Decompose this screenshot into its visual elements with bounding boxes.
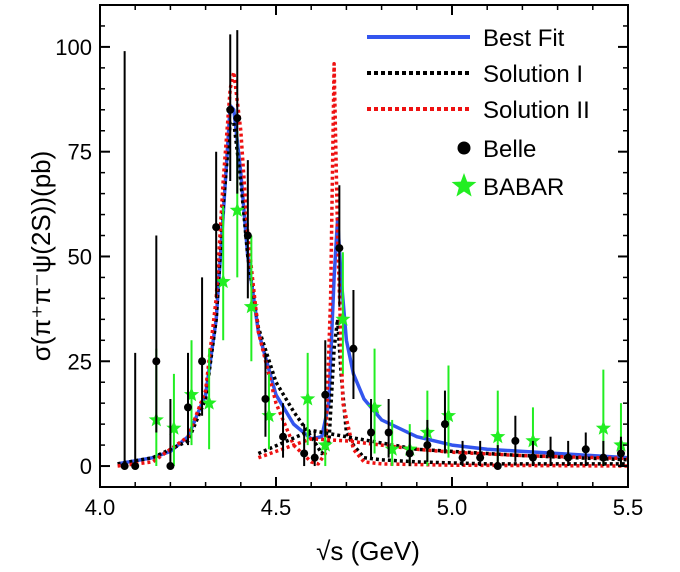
x-tick-label: 4.0 (85, 495, 116, 520)
babar-point-7 (261, 407, 277, 423)
belle-point-0 (120, 462, 129, 471)
belle-point-2 (152, 357, 161, 366)
belle-point-7 (226, 105, 235, 114)
legend-label-belle: Belle (483, 136, 536, 163)
babar-point-16 (490, 428, 506, 444)
legend-label-best-fit: Best Fit (483, 25, 565, 52)
babar-point-8 (300, 391, 316, 406)
belle-point-29 (581, 445, 590, 454)
belle-point-30 (599, 453, 608, 462)
belle-point-13 (310, 453, 319, 462)
babar-point-6 (243, 298, 259, 314)
y-tick-label: 0 (80, 454, 92, 479)
belle-point-21 (440, 420, 449, 429)
y-tick-label: 50 (68, 244, 92, 269)
belle-point-23 (476, 453, 485, 462)
babar-point-11 (367, 399, 383, 414)
legend: Best Fit Solution I Solution II Belle BA… (367, 25, 590, 201)
x-tick-label: 4.5 (261, 495, 292, 520)
belle-point-16 (349, 344, 358, 353)
babar-point-3 (201, 395, 217, 410)
y-tick-label: 75 (68, 140, 92, 165)
belle-point-24 (493, 462, 502, 471)
babar-point-5 (229, 202, 245, 217)
legend-swatch-belle (457, 141, 471, 155)
belle-point-19 (405, 449, 414, 458)
belle-point-18 (384, 428, 393, 437)
belle-data-points (120, 30, 625, 471)
plot-border (99, 4, 629, 488)
belle-point-10 (261, 394, 270, 403)
babar-point-2 (183, 386, 200, 402)
belle-point-17 (367, 428, 376, 437)
y-tick-label: 25 (68, 349, 92, 374)
x-tick-label: 5.5 (613, 495, 644, 520)
babar-point-12 (384, 441, 400, 456)
x-axis-title: √s (GeV) (316, 536, 420, 566)
babar-point-10 (335, 311, 351, 326)
babar-point-17 (525, 432, 541, 448)
belle-point-11 (279, 432, 288, 441)
babar-point-4 (215, 273, 231, 289)
belle-point-25 (511, 436, 520, 445)
belle-point-6 (212, 223, 221, 232)
belle-point-22 (458, 453, 467, 462)
belle-point-27 (546, 449, 555, 458)
belle-point-31 (616, 449, 625, 458)
legend-swatch-babar (451, 173, 477, 197)
belle-point-5 (198, 357, 207, 366)
belle-point-3 (166, 462, 175, 471)
belle-point-20 (423, 441, 432, 450)
x-tick-label: 5.0 (437, 495, 468, 520)
y-tick-label: 100 (55, 35, 92, 60)
curve-continuum-3 (257, 428, 629, 462)
curve-solution-i-1 (117, 120, 628, 466)
belle-point-15 (335, 244, 344, 253)
legend-label-solution-1: Solution I (483, 61, 583, 88)
babar-point-15 (440, 407, 457, 423)
belle-point-1 (131, 462, 140, 471)
belle-point-9 (243, 231, 252, 240)
babar-point-9 (317, 437, 333, 452)
belle-point-26 (528, 453, 537, 462)
belle-point-12 (300, 449, 309, 458)
belle-point-8 (233, 114, 242, 123)
belle-point-14 (321, 390, 330, 399)
legend-label-babar: BABAR (483, 174, 564, 201)
legend-label-solution-2: Solution II (483, 97, 590, 124)
axis-ticks: 4.0 4.5 5.0 5.5 0 25 50 75 100 (55, 5, 643, 520)
belle-point-28 (564, 453, 573, 462)
plot-frame (99, 4, 629, 488)
y-axis-title: σ(π⁺π⁻ψ(2S))(pb) (26, 151, 56, 362)
babar-point-18 (595, 420, 611, 435)
belle-point-4 (184, 403, 192, 412)
babar-point-1 (166, 420, 182, 435)
